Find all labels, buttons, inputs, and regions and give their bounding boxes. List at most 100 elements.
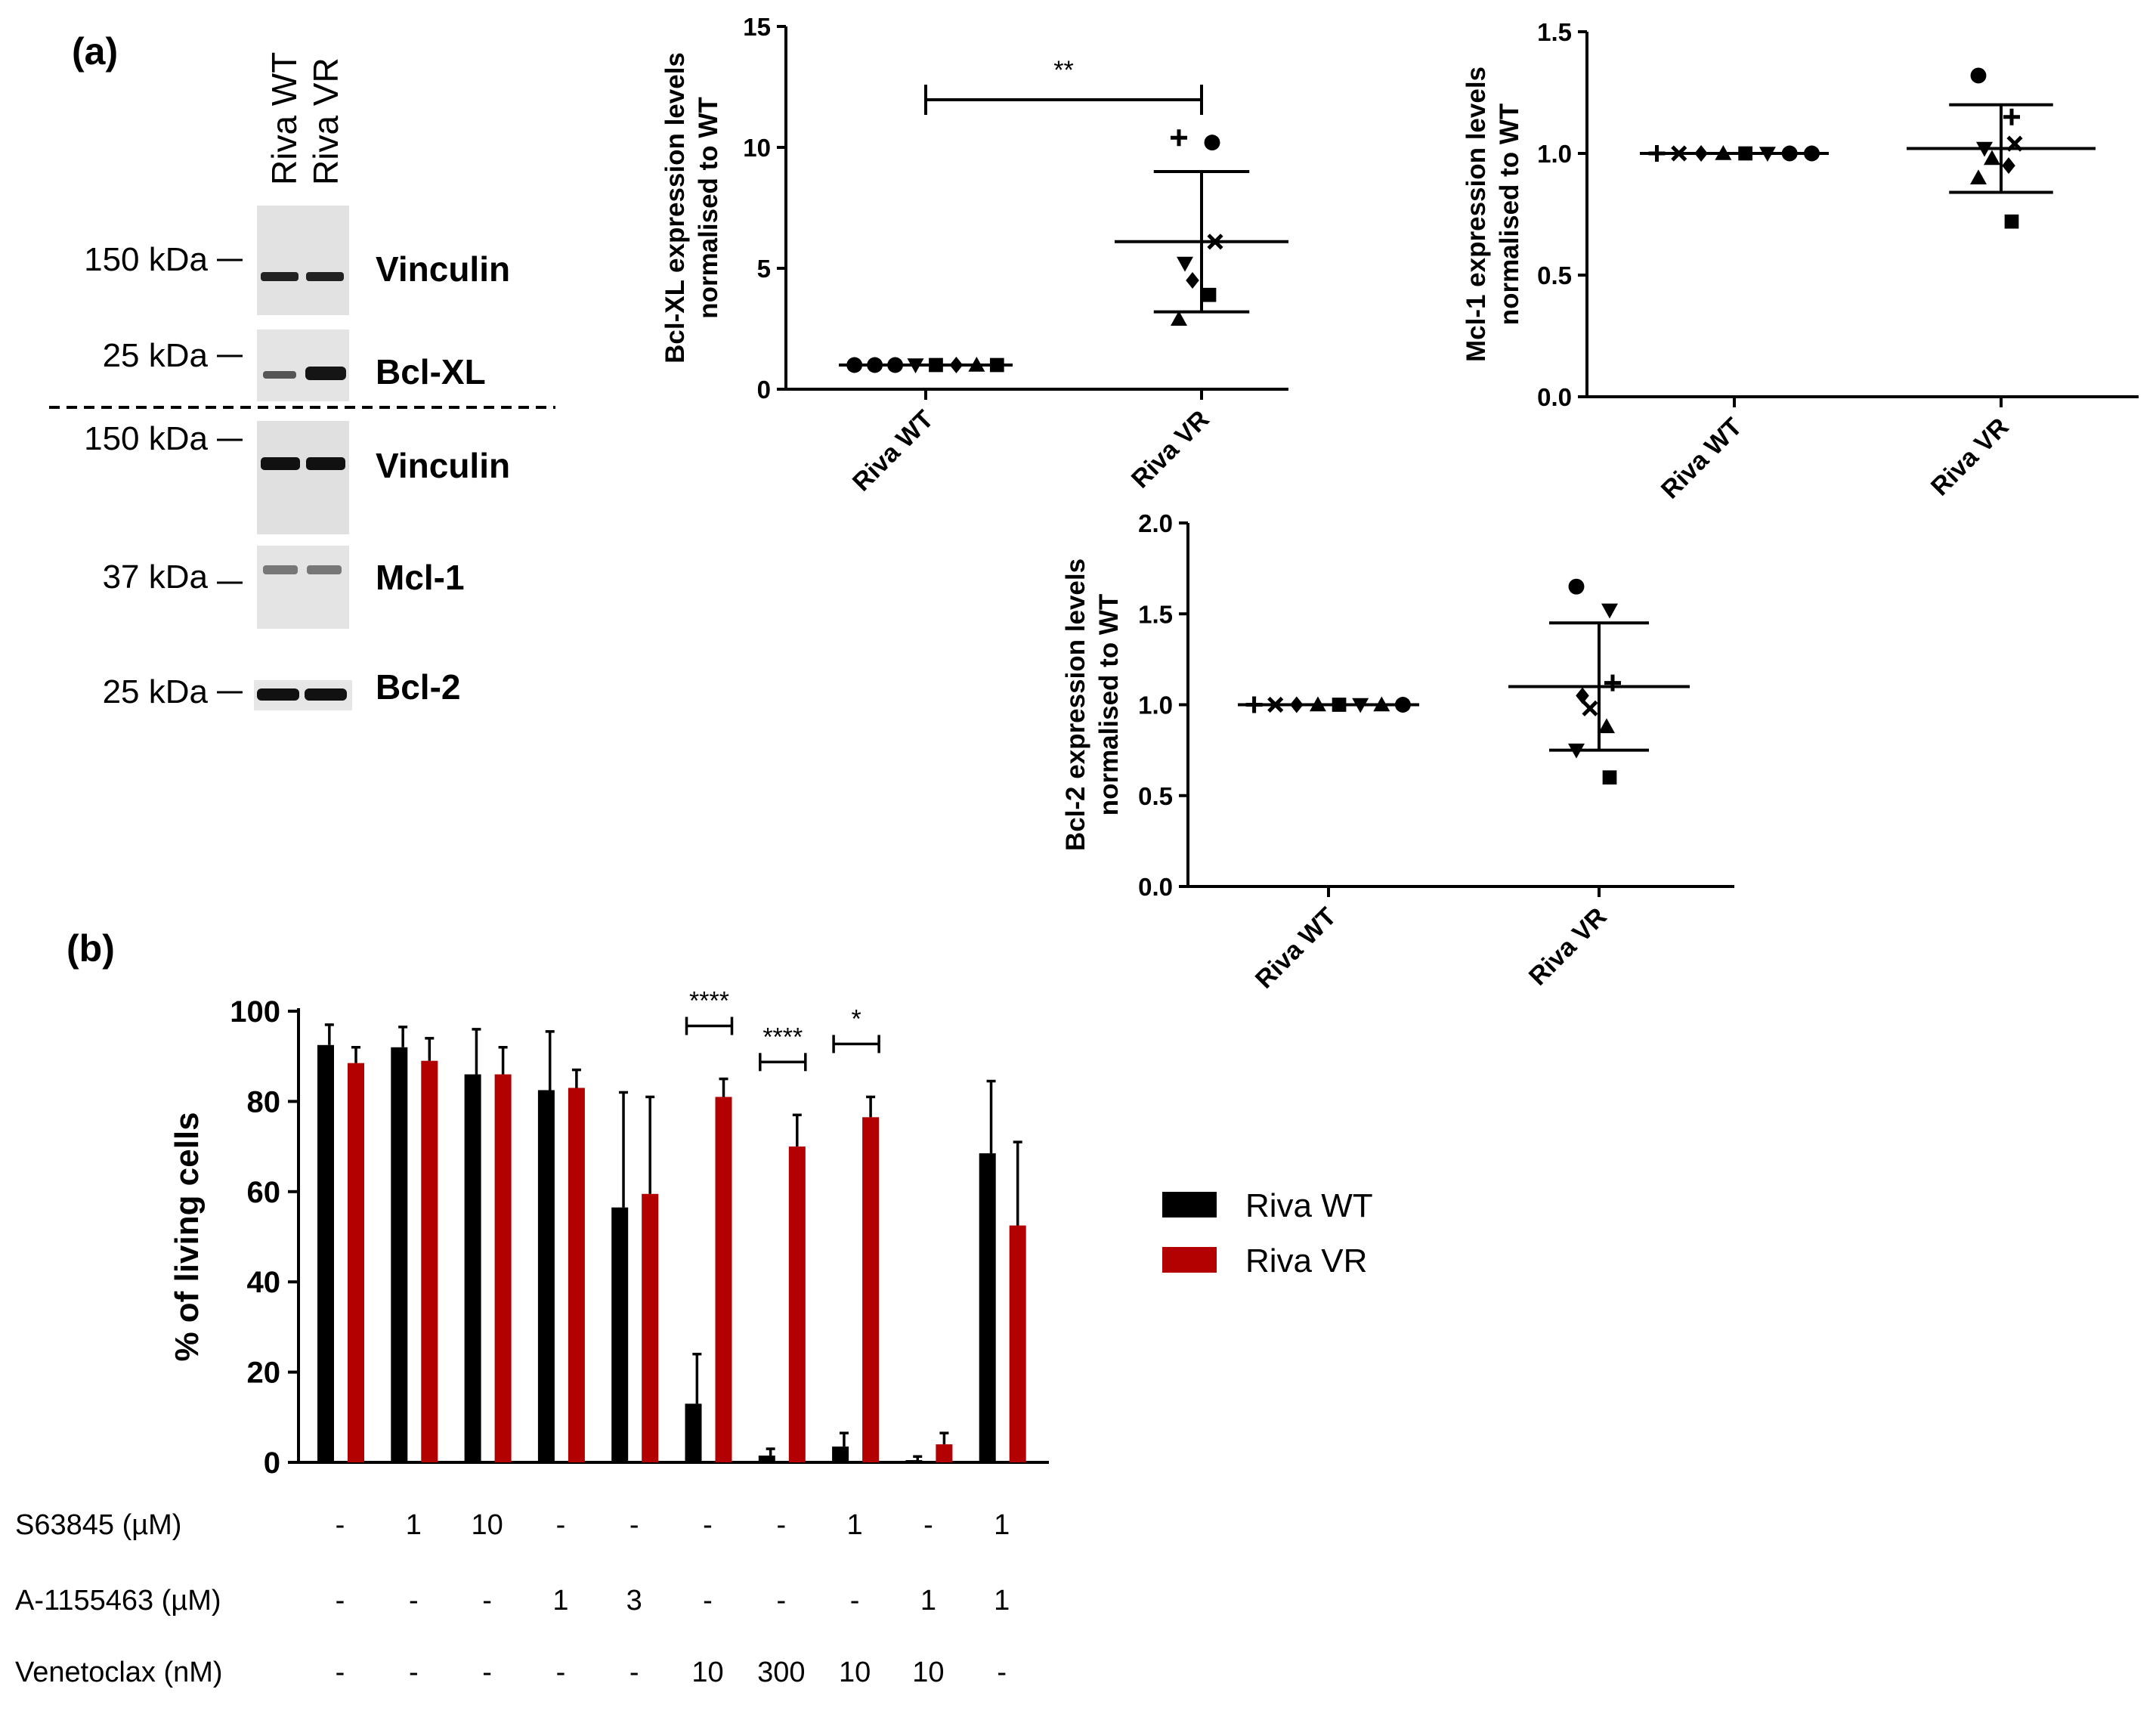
y-tick-label: 1.5 [1138,600,1173,628]
category-label: Riva VR [1126,405,1215,494]
data-point [1568,578,1585,595]
blot-strip-bclxl [257,330,349,401]
y-tick-label: 0.5 [1537,261,1572,289]
data-point [1970,169,1987,184]
bar-riva-wt [685,1403,702,1462]
blot-strip-vinculin-1 [257,206,349,315]
lane-label-wt: Riva WT [264,52,304,185]
blot-strip-bcl2 [254,680,352,710]
y-tick-label: 100 [230,995,280,1029]
bar-riva-wt [832,1446,849,1462]
category-label: Riva WT [1250,902,1342,995]
legend: Riva WT Riva VR [1162,1187,1373,1279]
treatment-value: - [482,1657,492,1688]
treatment-value: 10 [471,1509,503,1541]
bar-riva-wt [317,1044,334,1462]
y-axis-label: Bcl-XL expression levels normalised to WT [660,52,723,364]
y-axis-label-line1: Mcl-1 expression levels [1462,67,1491,362]
blot-strip-vinculin-2 [257,421,349,534]
data-point [1171,129,1187,147]
y-axis-label-line2: normalised to WT [694,97,723,319]
significance-label: **** [689,987,729,1016]
y-tick-label: 0 [264,1446,280,1480]
category-label: Riva WT [847,405,939,497]
y-tick-label: 1.5 [1537,18,1572,46]
treatment-value: 1 [406,1509,422,1541]
data-point [1582,700,1598,716]
treatment-value: - [409,1657,419,1688]
data-point [2004,214,2019,229]
treatment-value: - [703,1585,713,1617]
bar-riva-wt [537,1090,555,1462]
data-point [2003,108,2020,125]
data-point [1602,770,1617,785]
treatment-value: - [923,1509,933,1541]
bar-riva-vr [494,1074,512,1462]
panel-b-label: (b) [67,927,115,970]
treatment-value: 1 [552,1585,568,1617]
data-point [1970,67,1987,84]
scatter-plot-bclxl: 0 5 10 15 Bcl-XL expression levels normalised… [660,13,1288,497]
bar-riva-vr [715,1097,732,1462]
protein-label-5: Bcl-2 [376,667,460,707]
data-point [1576,687,1589,704]
data-point [1604,674,1621,692]
treatment-value: - [703,1509,713,1541]
y-tick-label: 0.5 [1138,782,1173,810]
treatment-value: - [629,1509,639,1541]
y-tick-label: 10 [743,134,771,162]
data-point [1984,150,2000,166]
treatment-value: - [409,1585,419,1617]
blot-strip-mcl1 [257,546,349,629]
y-tick-label: 15 [743,13,771,41]
treatment-value: - [776,1585,786,1617]
legend-label-vr: Riva VR [1245,1242,1367,1279]
bar-riva-vr [568,1088,585,1462]
bar-riva-vr [421,1060,438,1462]
bar-riva-vr [862,1117,880,1462]
kda-label-3: 150 kDa [84,420,208,457]
bar-riva-wt [758,1456,775,1462]
significance-label: **** [762,1023,803,1051]
protein-label-2: Bcl-XL [376,352,486,391]
treatment-value: - [997,1657,1007,1688]
y-tick-label: 0.0 [1537,383,1572,411]
bar-riva-vr [1009,1225,1026,1462]
data-point [1204,135,1220,151]
treatment-value: - [336,1585,345,1617]
treatment-value: 1 [994,1585,1010,1617]
bar-riva-wt [611,1207,629,1462]
y-tick-label: 2.0 [1138,509,1173,537]
data-point [1598,718,1615,734]
protein-label-1: Vinculin [376,249,510,289]
bar-riva-vr [348,1063,364,1462]
treatment-value: - [556,1509,566,1541]
legend-label-wt: Riva WT [1245,1187,1373,1224]
bar-riva-wt [905,1460,923,1462]
treatment-value: - [336,1657,345,1688]
significance-label: ** [1053,56,1073,85]
treatment-value: - [776,1509,786,1541]
y-axis-label: % of living cells [169,1112,206,1361]
kda-label-4: 37 kDa [103,558,209,596]
scatter-plot-bcl2: 0.0 0.5 1.0 1.5 2.0 Bcl-2 expression levels no… [1061,509,1734,994]
data-point [1186,272,1199,289]
kda-label-1: 150 kDa [84,241,208,278]
treatment-value: - [482,1585,492,1617]
treatment-value: - [336,1509,345,1541]
bar-riva-vr [788,1146,806,1462]
legend-swatch-vr [1162,1247,1217,1273]
data-point [2002,157,2015,175]
data-point [1177,256,1193,272]
treatment-label-a1155463: A-1155463 (µM) [15,1585,221,1617]
y-axis-label-line1: Bcl-XL expression levels [660,52,690,364]
treatment-value: 1 [847,1509,863,1541]
data-point [1601,603,1618,619]
kda-label-5: 25 kDa [103,673,209,710]
y-tick-label: 1.0 [1537,140,1572,168]
treatment-value: 10 [691,1657,723,1688]
category-label: Riva WT [1656,413,1748,505]
treatment-value: 3 [626,1585,642,1617]
scatter-plot-mcl1: 0.0 0.5 1.0 1.5 Mcl-1 expression levels norma… [1462,18,2139,504]
